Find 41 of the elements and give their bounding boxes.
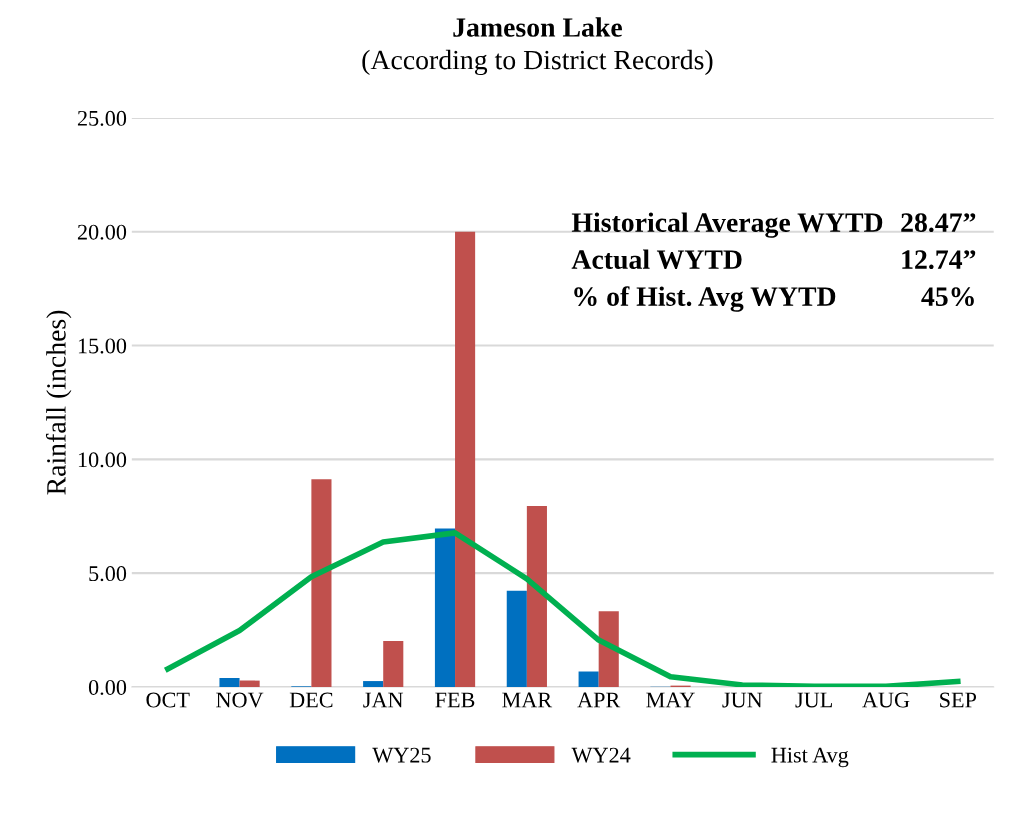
bar: [363, 681, 384, 687]
y-tick-label: 15.00: [78, 338, 127, 354]
x-tick-label: JAN: [363, 692, 404, 708]
annotation: 45%: [921, 287, 974, 307]
bar: [311, 479, 332, 687]
x-tick-label: FEB: [435, 692, 475, 708]
x-tick-label: DEC: [289, 692, 333, 708]
bar: [506, 590, 527, 687]
y-tick-label: 20.00: [77, 224, 127, 240]
bar: [578, 671, 599, 687]
x-tick-label: OCT: [146, 692, 190, 708]
bar: [219, 677, 240, 687]
x-tick-label: APR: [577, 692, 621, 708]
y-tick-label: 0.00: [88, 679, 127, 696]
bar: [383, 641, 404, 687]
x-tick-label: MAR: [502, 692, 553, 708]
chart-subtitle: (According to District Records): [362, 49, 713, 76]
legend-label: Hist Avg: [771, 747, 849, 768]
bar: [434, 528, 456, 687]
bar: [598, 611, 619, 687]
legend-label: WY25: [372, 747, 431, 763]
x-tick-label: NOV: [216, 692, 264, 708]
bar: [526, 506, 547, 687]
annotation: % of Hist. Avg WYTD: [574, 286, 836, 312]
annotation: 12.74”: [902, 250, 976, 270]
x-tick-label: JUL: [795, 692, 832, 708]
x-tick-label: MAY: [646, 692, 695, 708]
x-tick-label: JUN: [722, 692, 763, 708]
y-tick-label: 5.00: [89, 566, 127, 582]
y-tick-label: 10.00: [78, 452, 127, 468]
annotation: 28.47”: [901, 213, 976, 233]
bar: [239, 680, 260, 687]
y-axis-title: Rainfall (inches): [45, 310, 72, 495]
annotation: Actual WYTD: [571, 249, 742, 270]
chart-title: Jameson Lake: [453, 17, 622, 37]
y-tick-label: 25.00: [77, 110, 127, 126]
bar: [455, 231, 476, 687]
legend-label: WY24: [571, 747, 631, 763]
x-tick-label: AUG: [862, 692, 910, 708]
annotation: Historical Average WYTD: [571, 212, 883, 238]
x-tick-label: SEP: [940, 692, 977, 708]
